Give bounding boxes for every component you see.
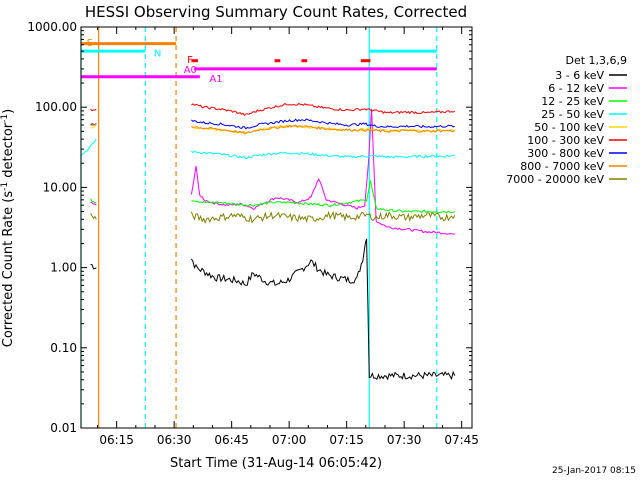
series-line — [190, 238, 456, 381]
y-axis-label-exponent-2: -1 — [0, 114, 10, 123]
legend-entry-label: 3 - 6 keV — [555, 69, 604, 82]
legend-entry-label: 800 - 7000 keV — [520, 160, 604, 173]
y-axis-label-close: ) — [1, 109, 16, 114]
flag-label: S — [87, 38, 93, 49]
legend-entry-label: 25 - 50 keV — [541, 108, 604, 121]
data-series — [80, 102, 456, 381]
x-axis-label: Start Time (31-Aug-14 06:05:42) — [170, 456, 382, 471]
x-tick-label: 07:00 — [272, 433, 307, 447]
legend-entry-label: 100 - 300 keV — [527, 134, 604, 147]
series-line — [90, 198, 97, 204]
date-stamp: 25-Jan-2017 08:15 — [552, 466, 636, 476]
series-line — [90, 108, 97, 112]
flag-label: A0 — [184, 65, 197, 76]
y-axis: 1000.00 100.00 10.00 1.00 0.10 0.01 — [27, 20, 472, 435]
flag-label: A1 — [209, 74, 222, 85]
observing-flags: S N FA0 A1 — [81, 38, 437, 85]
series-line — [191, 124, 455, 135]
plot-frame — [80, 26, 473, 429]
x-axis: 06:15 06:30 06:45 07:00 07:15 07:30 07:45 — [96, 27, 479, 447]
legend-entry-label: 50 - 100 keV — [534, 121, 604, 134]
y-axis-label: Corrected Count Rate (s-1 detector-1) — [0, 109, 16, 347]
series-line — [90, 123, 97, 126]
x-tick-label: 06:30 — [157, 433, 192, 447]
legend-entry-label: 12 - 25 keV — [541, 95, 604, 108]
series-line — [191, 180, 455, 214]
x-tick-label: 06:15 — [99, 433, 134, 447]
y-axis-label-exponent: -1 — [0, 182, 10, 191]
series-line — [80, 138, 97, 157]
series-line — [190, 210, 456, 224]
y-tick-label: 1.00 — [50, 261, 77, 275]
x-tick-label: 07:45 — [444, 433, 479, 447]
legend-entry-label: 6 - 12 keV — [548, 82, 604, 95]
y-tick-label: 1000.00 — [27, 20, 77, 34]
plot-area: S N FA0 A1 — [80, 27, 456, 428]
flag-label: F — [187, 55, 193, 66]
y-axis-label-unit: detector — [1, 122, 16, 182]
y-tick-label: 0.10 — [50, 341, 77, 355]
chart-title: HESSI Observing Summary Count Rates, Cor… — [85, 3, 467, 21]
legend-entry-label: 7000 - 20000 keV — [506, 173, 604, 186]
series-line — [191, 150, 455, 160]
y-tick-label: 0.01 — [50, 421, 77, 435]
flag-label: N — [154, 49, 161, 60]
series-line — [191, 124, 455, 135]
series-line — [90, 212, 97, 220]
series-line — [90, 201, 97, 206]
legend-entry-label: 300 - 800 keV — [527, 147, 604, 160]
y-tick-label: 100.00 — [35, 100, 77, 114]
y-tick-label: 10.00 — [43, 180, 77, 194]
x-tick-label: 06:45 — [214, 433, 249, 447]
legend-title: Det 1,3,6,9 — [565, 54, 627, 67]
series-line — [191, 102, 456, 117]
x-tick-label: 07:15 — [329, 433, 364, 447]
series-line — [90, 124, 97, 129]
x-tick-label: 07:30 — [387, 433, 422, 447]
series-line — [90, 263, 97, 270]
series-line — [191, 118, 455, 130]
y-axis-label-main: Corrected Count Rate (s — [1, 191, 16, 348]
